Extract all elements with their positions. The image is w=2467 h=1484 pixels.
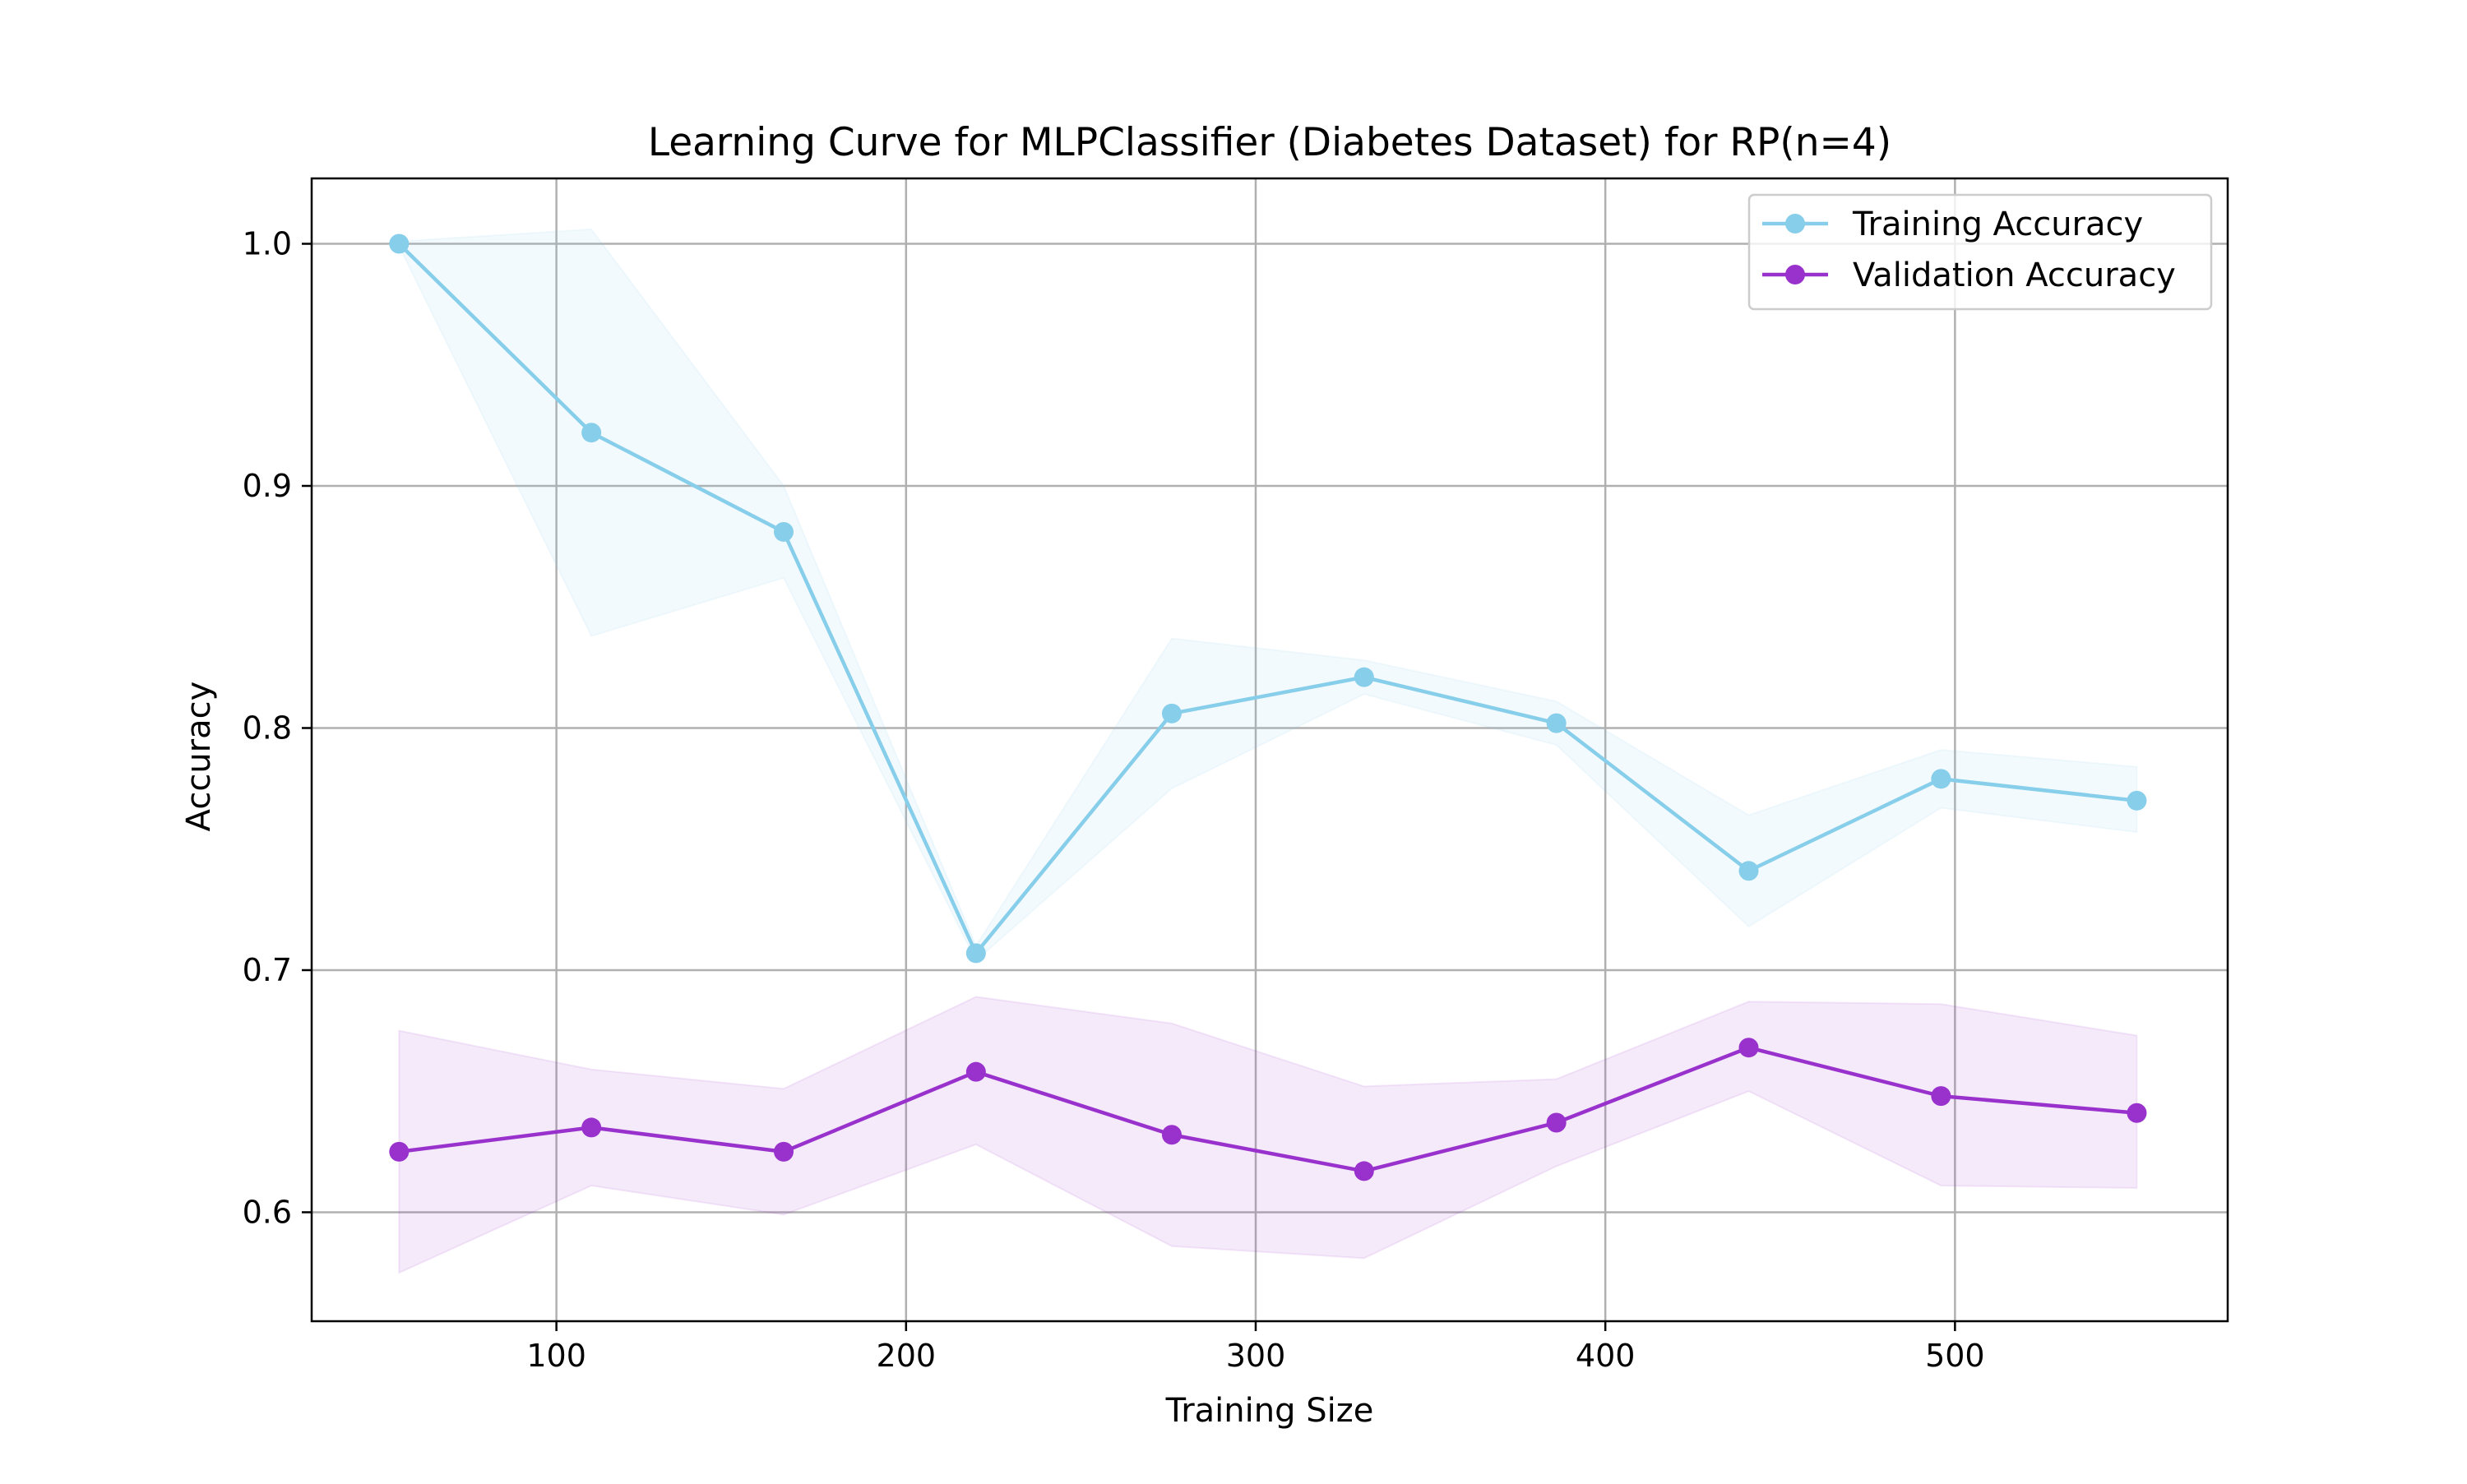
x-tick-label: 100 (526, 1338, 586, 1374)
training-accuracy-point (1354, 667, 1374, 687)
training-accuracy-point (773, 521, 794, 542)
series-lines (397, 242, 2137, 1173)
y-tick-label: 1.0 (243, 226, 292, 262)
validation-accuracy-point (773, 1141, 794, 1162)
training-accuracy-point (389, 233, 410, 254)
validation-accuracy-point (965, 1061, 986, 1082)
training-accuracy-point (965, 943, 986, 964)
training-accuracy-band (398, 228, 2138, 962)
training-accuracy-point (581, 423, 602, 443)
y-axis-label: Accuracy (180, 682, 218, 832)
axis-ticks: 100 200 300 400 500 0.6 0.7 0.8 0.9 1.0 (243, 226, 1985, 1374)
training-accuracy-legend-marker (1785, 214, 1805, 233)
legend-box (1747, 193, 2213, 311)
x-tick-label: 500 (1925, 1338, 1985, 1374)
y-tick-label: 0.8 (243, 710, 292, 746)
plot-frame (310, 177, 2229, 1323)
x-tick-label: 400 (1576, 1338, 1636, 1374)
validation-accuracy-legend-label: Validation Accuracy (1853, 257, 2176, 294)
validation-accuracy-point (389, 1141, 410, 1162)
training-accuracy-point (1931, 769, 1951, 789)
training-accuracy-point (2127, 790, 2147, 811)
validation-accuracy-point (2127, 1103, 2147, 1123)
legend: Training Accuracy Validation Accuracy (1747, 193, 2213, 311)
y-tick-label: 0.9 (243, 468, 292, 504)
validation-accuracy-point (1738, 1038, 1759, 1058)
validation-accuracy-line (399, 1045, 2137, 1173)
x-tick-label: 200 (877, 1338, 937, 1374)
validation-accuracy-point (1931, 1086, 1951, 1107)
series-points (389, 233, 2147, 1181)
x-tick-label: 300 (1226, 1338, 1286, 1374)
y-tick-label: 0.7 (243, 952, 292, 988)
x-axis-label: Training Size (1165, 1392, 1374, 1430)
training-accuracy-point (1161, 703, 1182, 724)
validation-accuracy-point (581, 1117, 602, 1138)
training-accuracy-legend-label: Training Accuracy (1852, 206, 2143, 243)
validation-accuracy-point (1546, 1112, 1567, 1133)
training-accuracy-point (1546, 713, 1567, 733)
chart-title: Learning Curve for MLPClassifier (Diabet… (648, 120, 1891, 165)
y-tick-label: 0.6 (243, 1194, 292, 1230)
training-accuracy-point (1738, 861, 1759, 881)
training-accuracy-line (397, 242, 2137, 955)
validation-accuracy-legend-marker (1785, 265, 1805, 284)
validation-accuracy-point (1354, 1161, 1374, 1181)
validation-accuracy-point (1161, 1125, 1182, 1145)
